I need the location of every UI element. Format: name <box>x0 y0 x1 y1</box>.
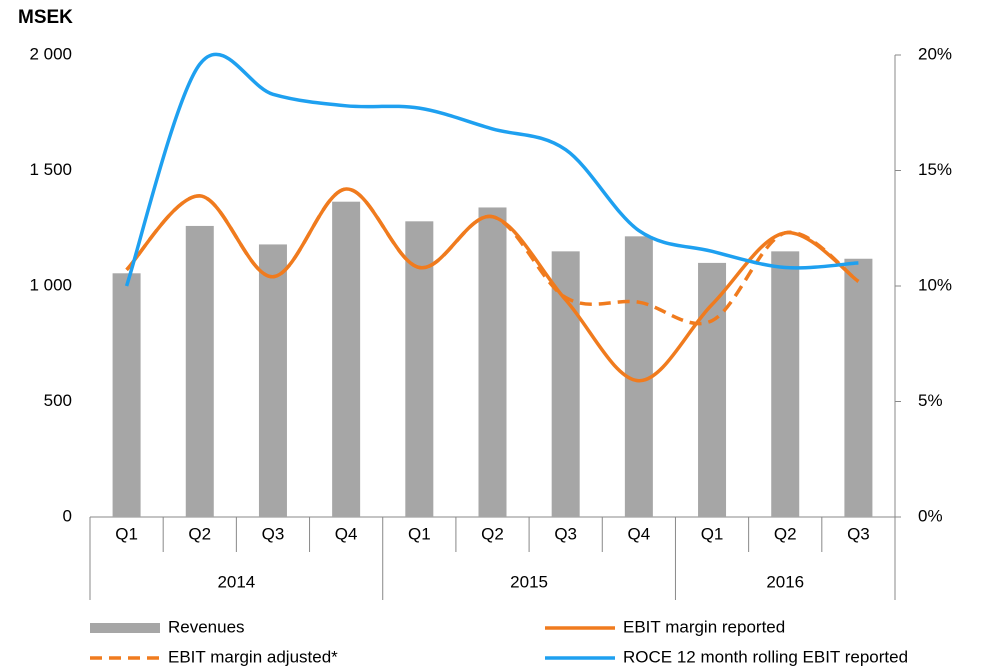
y-tick-label: 2 000 <box>29 44 72 63</box>
bar <box>185 225 214 517</box>
x-tick-label: Q1 <box>408 524 431 543</box>
x-tick-label: Q4 <box>335 524 358 543</box>
x-tick-label: Q4 <box>628 524 651 543</box>
bar <box>844 258 873 517</box>
y2-tick-label: 0% <box>918 506 943 525</box>
y-axis-title: MSEK <box>18 7 73 28</box>
group-label: 2016 <box>766 572 804 591</box>
legend-label: EBIT margin reported <box>623 617 785 636</box>
y-tick-label: 1 500 <box>29 160 72 179</box>
bar <box>332 201 361 517</box>
bar <box>478 207 507 517</box>
group-label: 2014 <box>217 572 255 591</box>
x-tick-label: Q1 <box>115 524 138 543</box>
y-tick-label: 500 <box>44 391 72 410</box>
x-tick-label: Q2 <box>481 524 504 543</box>
x-tick-label: Q2 <box>774 524 797 543</box>
bar <box>258 244 287 518</box>
x-tick-label: Q3 <box>554 524 577 543</box>
x-tick-label: Q2 <box>188 524 211 543</box>
bar <box>112 273 141 517</box>
legend-label: Revenues <box>168 617 245 636</box>
x-tick-label: Q3 <box>847 524 870 543</box>
legend-label: ROCE 12 month rolling EBIT reported <box>623 647 908 666</box>
y2-tick-label: 15% <box>918 160 952 179</box>
bar <box>698 262 727 517</box>
legend-swatch <box>90 623 160 633</box>
x-tick-label: Q1 <box>701 524 724 543</box>
line <box>124 52 859 287</box>
line <box>125 187 860 383</box>
x-tick-label: Q3 <box>262 524 285 543</box>
y2-tick-label: 5% <box>918 391 943 410</box>
y-tick-label: 0 <box>63 506 72 525</box>
y2-tick-label: 20% <box>918 44 952 63</box>
y-tick-label: 1 000 <box>29 275 72 294</box>
group-label: 2015 <box>510 572 548 591</box>
bar <box>405 221 434 517</box>
legend-label: EBIT margin adjusted* <box>168 647 338 666</box>
y2-tick-label: 10% <box>918 275 952 294</box>
bar <box>771 251 800 517</box>
